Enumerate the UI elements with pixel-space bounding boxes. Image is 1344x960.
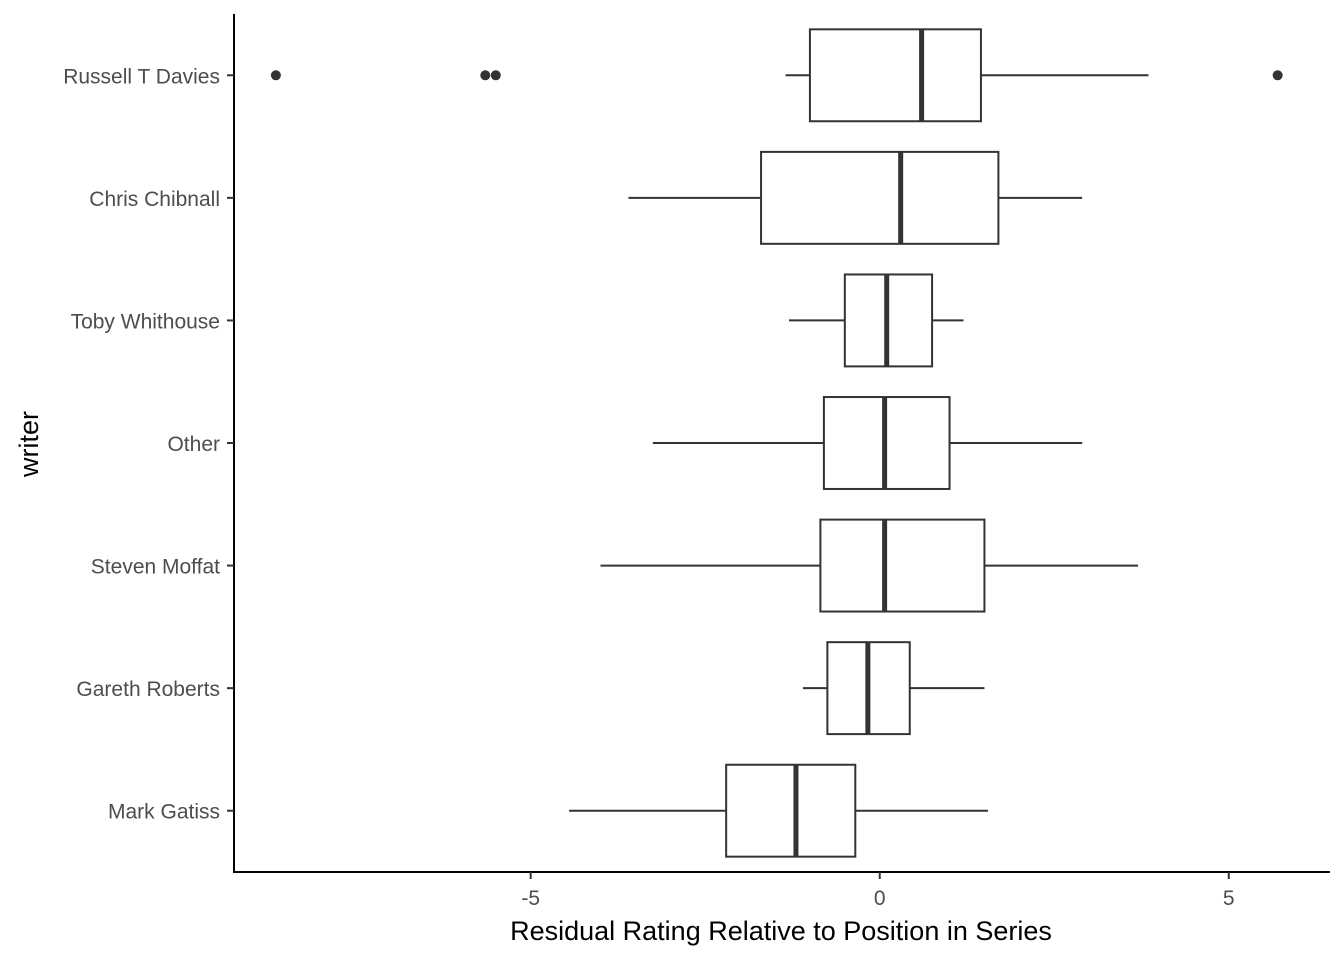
box-iqr	[819, 518, 986, 613]
x-tick-label: 0	[874, 887, 886, 910]
y-tick-label-steven-moffat: Steven Moffat	[91, 556, 220, 579]
y-tick-label-mark-gatiss: Mark Gatiss	[108, 801, 220, 824]
box-group-mark-gatiss	[569, 763, 988, 858]
y-tick-label-gareth-roberts: Gareth Roberts	[76, 678, 220, 701]
box-group-other	[652, 396, 1083, 490]
x-tick-label: 5	[1223, 887, 1235, 910]
box-group-russell-t-davies	[270, 28, 1283, 123]
box-group-toby-whithouse	[788, 273, 964, 368]
x-axis-title: Residual Rating Relative to Position in …	[510, 916, 1052, 946]
outlier-point	[270, 70, 281, 81]
y-ticks-layer: Russell T Davies Chris Chibnall Toby Whith…	[63, 65, 234, 824]
y-tick-label-russell-t-davies: Russell T Davies	[63, 65, 220, 88]
outlier-point	[490, 70, 501, 81]
box-iqr	[725, 763, 857, 858]
y-axis-title: writer	[14, 411, 44, 478]
x-tick-label: -5	[521, 887, 540, 910]
box-group-steven-moffat	[600, 518, 1139, 613]
y-tick-label-other: Other	[167, 433, 220, 456]
y-tick-label-toby-whithouse: Toby Whithouse	[71, 310, 220, 333]
outlier-point	[1272, 70, 1283, 81]
box-iqr	[808, 28, 982, 123]
x-ticks-layer: -5 0 5	[521, 872, 1235, 910]
y-tick-label-chris-chibnall: Chris Chibnall	[89, 188, 220, 211]
box-group-chris-chibnall	[628, 150, 1083, 245]
box-group-gareth-roberts	[802, 641, 985, 736]
boxes-layer	[270, 28, 1283, 858]
box-iqr	[760, 150, 1000, 245]
outlier-point	[480, 70, 491, 81]
